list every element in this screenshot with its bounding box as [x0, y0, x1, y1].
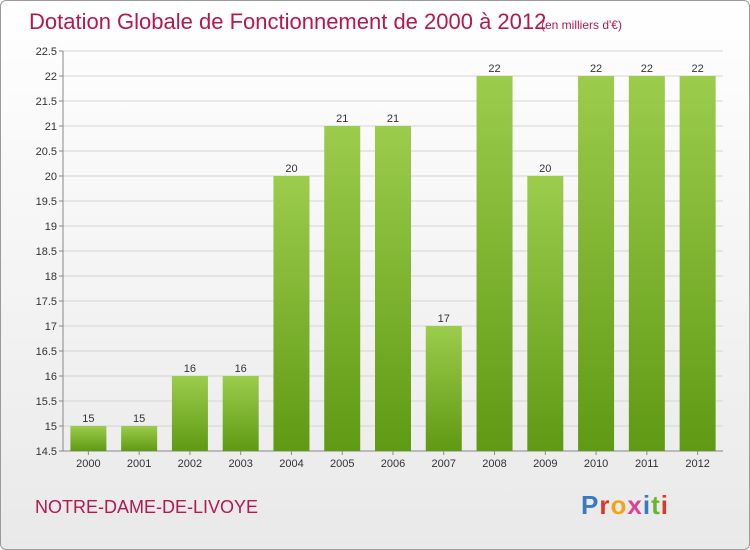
y-tick-label: 20.5 [36, 146, 57, 158]
bar-2003 [222, 376, 259, 451]
commune-name: NOTRE-DAME-DE-LIVOYE [35, 497, 259, 517]
y-tick-label: 21.5 [36, 96, 57, 108]
x-tick-label: 2005 [330, 458, 354, 470]
logo-letter: x [627, 490, 643, 520]
y-tick-label: 17 [45, 321, 57, 333]
chart-unit: (en milliers d'€) [541, 18, 622, 32]
value-label: 16 [235, 363, 247, 375]
bar-2006 [375, 126, 411, 451]
y-tick-label: 14.5 [36, 446, 57, 458]
value-label: 21 [387, 113, 399, 125]
y-tick-label: 19.5 [36, 196, 57, 208]
bar-2007 [425, 326, 462, 451]
proxiti-logo: Proxiti [581, 490, 669, 521]
logo-letter: i [660, 490, 669, 520]
value-label: 20 [539, 163, 551, 175]
y-tick-label: 22.5 [36, 46, 57, 58]
value-label: 22 [691, 63, 703, 75]
value-label: 16 [184, 363, 196, 375]
y-tick-label: 15.5 [36, 396, 57, 408]
y-tick-label: 20 [45, 171, 57, 183]
bars [70, 76, 716, 451]
value-label: 17 [438, 313, 450, 325]
x-tick-label: 2007 [432, 458, 456, 470]
x-tick-label: 2001 [127, 458, 151, 470]
y-tick-label: 19 [45, 221, 57, 233]
bar-2009 [527, 176, 564, 451]
logo-letter: o [610, 490, 628, 520]
y-tick-label: 16 [45, 371, 57, 383]
x-tick-label: 2004 [279, 458, 303, 470]
bar-2012 [679, 76, 716, 451]
x-tick-label: 2010 [584, 458, 608, 470]
x-tick-label: 2008 [482, 458, 506, 470]
y-tick-label: 22 [45, 71, 57, 83]
bar-2005 [324, 126, 361, 451]
y-tick-label: 16.5 [36, 346, 57, 358]
x-tick-label: 2012 [685, 458, 709, 470]
y-tick-label: 15 [45, 421, 57, 433]
x-tick-label: 2003 [228, 458, 252, 470]
x-tick-label: 2000 [76, 458, 100, 470]
value-label: 15 [82, 413, 94, 425]
bar-2001 [121, 426, 158, 451]
logo-letter: i [642, 490, 652, 520]
y-tick-label: 17.5 [36, 296, 57, 308]
logo-letter: P [581, 490, 600, 520]
chart-title: Dotation Globale de Fonctionnement de 20… [29, 9, 547, 34]
value-label: 21 [336, 113, 348, 125]
bar-2002 [171, 376, 208, 451]
value-label: 22 [590, 63, 602, 75]
value-label: 15 [133, 413, 145, 425]
logo-letter: t [651, 490, 661, 520]
bar-2000 [70, 426, 107, 451]
y-tick-label: 21 [45, 121, 57, 133]
value-label: 22 [641, 63, 653, 75]
bar-2010 [578, 76, 615, 451]
bar-2011 [628, 76, 665, 451]
y-tick-label: 18.5 [36, 246, 57, 258]
x-tick-label: 2006 [381, 458, 405, 470]
bar-2008 [476, 76, 513, 451]
bar-2004 [273, 176, 310, 451]
logo-letter: r [599, 490, 611, 520]
x-tick-label: 2011 [635, 458, 659, 470]
x-tick-label: 2002 [178, 458, 202, 470]
value-label: 20 [285, 163, 297, 175]
labels: 15 2000 15 2001 16 2002 16 2003 20 2004 21 2005 21 20… [76, 63, 710, 470]
y-tick-label: 18 [45, 271, 57, 283]
x-tick-label: 2009 [533, 458, 557, 470]
value-label: 22 [488, 63, 500, 75]
